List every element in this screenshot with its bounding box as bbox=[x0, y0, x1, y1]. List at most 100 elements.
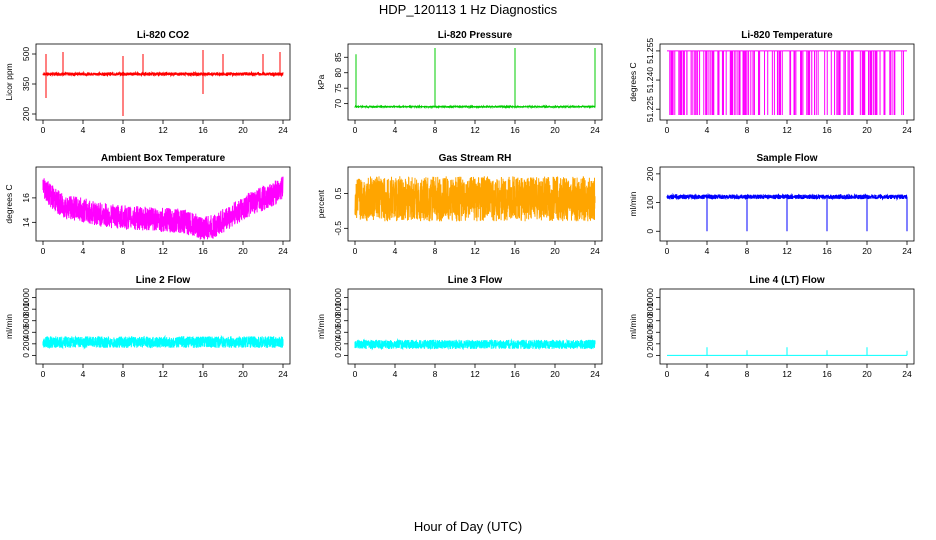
y-tick-label: 51.255 bbox=[645, 38, 655, 64]
y-tick-label: 500 bbox=[21, 47, 31, 61]
x-tick-label: 12 bbox=[782, 246, 792, 256]
x-tick-label: 16 bbox=[198, 125, 208, 135]
y-tick-label: 85 bbox=[333, 52, 343, 62]
y-tick-label: 800 bbox=[21, 302, 31, 316]
x-tick-label: 0 bbox=[353, 246, 358, 256]
y-tick-label: 350 bbox=[21, 77, 31, 91]
panel-title: Sample Flow bbox=[756, 153, 817, 164]
y-axis-label: ml/min bbox=[4, 314, 14, 339]
y-tick-label: 80 bbox=[333, 68, 343, 78]
x-tick-label: 4 bbox=[705, 369, 710, 379]
y-tick-label: 800 bbox=[333, 302, 343, 316]
panel-title: Gas Stream RH bbox=[439, 153, 512, 164]
x-tick-label: 16 bbox=[822, 125, 832, 135]
x-tick-label: 4 bbox=[393, 369, 398, 379]
y-tick-label: 51.225 bbox=[645, 96, 655, 122]
y-tick-label: 200 bbox=[645, 167, 655, 181]
x-tick-label: 12 bbox=[782, 125, 792, 135]
x-tick-label: 16 bbox=[822, 369, 832, 379]
y-tick-label: 100 bbox=[645, 195, 655, 209]
panel-4: Ambient Box Temperature 0 4 8 12 16 20 24 14 16 de… bbox=[4, 153, 291, 256]
x-tick-label: 20 bbox=[862, 125, 872, 135]
x-tick-label: 12 bbox=[158, 246, 168, 256]
x-tick-label: 20 bbox=[550, 125, 560, 135]
y-tick-label: 600 bbox=[645, 313, 655, 327]
y-axis-label: ml/min bbox=[628, 191, 638, 216]
x-tick-label: 0 bbox=[665, 125, 670, 135]
panel-title: Li-820 Pressure bbox=[438, 30, 513, 41]
y-tick-label: 1000 bbox=[333, 288, 343, 307]
y-tick-label: 600 bbox=[333, 313, 343, 327]
y-tick-label: 16 bbox=[21, 193, 31, 203]
x-tick-label: 24 bbox=[278, 369, 288, 379]
x-tick-label: 24 bbox=[590, 369, 600, 379]
x-tick-label: 16 bbox=[198, 369, 208, 379]
x-tick-label: 24 bbox=[278, 246, 288, 256]
x-tick-label: 12 bbox=[158, 125, 168, 135]
x-tick-label: 4 bbox=[81, 125, 86, 135]
y-tick-label: 200 bbox=[21, 107, 31, 121]
x-tick-label: 0 bbox=[41, 369, 46, 379]
y-tick-label: -0.5 bbox=[333, 221, 343, 236]
x-tick-label: 8 bbox=[121, 369, 126, 379]
panel-3: Li-820 Temperature 0 4 8 12 16 20 24 51.225 51.24… bbox=[628, 30, 915, 135]
x-tick-label: 16 bbox=[510, 369, 520, 379]
x-tick-label: 0 bbox=[41, 125, 46, 135]
x-tick-label: 8 bbox=[745, 125, 750, 135]
x-tick-label: 16 bbox=[822, 246, 832, 256]
series-line bbox=[42, 334, 284, 350]
y-tick-label: 200 bbox=[645, 336, 655, 350]
y-axis-label: Licor ppm bbox=[4, 63, 14, 100]
x-tick-label: 16 bbox=[198, 246, 208, 256]
x-tick-label: 0 bbox=[665, 369, 670, 379]
x-tick-label: 24 bbox=[590, 125, 600, 135]
figure-xlabel: Hour of Day (UTC) bbox=[414, 519, 522, 534]
x-tick-label: 8 bbox=[745, 369, 750, 379]
panel-title: Li-820 Temperature bbox=[741, 30, 833, 41]
plot-frame bbox=[347, 43, 603, 121]
y-axis-label: kPa bbox=[316, 74, 326, 89]
y-tick-label: 800 bbox=[645, 302, 655, 316]
x-tick-label: 4 bbox=[81, 369, 86, 379]
x-tick-label: 12 bbox=[782, 369, 792, 379]
x-tick-label: 12 bbox=[470, 246, 480, 256]
x-tick-label: 4 bbox=[81, 246, 86, 256]
x-tick-label: 0 bbox=[41, 246, 46, 256]
series-line bbox=[667, 50, 907, 116]
y-tick-label: 600 bbox=[21, 313, 31, 327]
x-tick-label: 24 bbox=[278, 125, 288, 135]
x-tick-label: 8 bbox=[121, 125, 126, 135]
x-tick-label: 24 bbox=[902, 369, 912, 379]
x-tick-label: 20 bbox=[862, 246, 872, 256]
x-tick-label: 0 bbox=[353, 125, 358, 135]
x-tick-label: 16 bbox=[510, 125, 520, 135]
x-tick-label: 4 bbox=[393, 246, 398, 256]
plot-frame bbox=[347, 288, 603, 365]
panel-9: Line 4 (LT) Flow 0 4 8 12 16 20 24 0 200400600800… bbox=[628, 275, 915, 379]
series-line bbox=[42, 50, 284, 116]
series-line bbox=[354, 176, 596, 222]
x-tick-label: 20 bbox=[238, 246, 248, 256]
series-line bbox=[354, 338, 596, 351]
x-tick-label: 4 bbox=[705, 125, 710, 135]
x-tick-label: 20 bbox=[238, 369, 248, 379]
series-line bbox=[354, 48, 596, 110]
x-tick-label: 20 bbox=[550, 246, 560, 256]
x-tick-label: 12 bbox=[158, 369, 168, 379]
panel-2: Li-820 Pressure 0 4 8 12 16 20 24 70 75 80 85 kPa bbox=[316, 30, 603, 135]
x-tick-label: 4 bbox=[705, 246, 710, 256]
figure-title: HDP_120113 1 Hz Diagnostics bbox=[379, 2, 558, 17]
y-tick-label: 0 bbox=[21, 353, 31, 358]
x-tick-label: 8 bbox=[433, 246, 438, 256]
y-axis-label: ml/min bbox=[316, 314, 326, 339]
plot-frame bbox=[35, 43, 291, 121]
y-tick-label: 200 bbox=[333, 336, 343, 350]
series-line bbox=[667, 347, 908, 356]
x-tick-label: 16 bbox=[510, 246, 520, 256]
y-tick-label: 400 bbox=[645, 325, 655, 339]
panel-6: Sample Flow 0 4 8 12 16 20 24 0 100 200 ml/min bbox=[628, 153, 915, 256]
y-tick-label: 0 bbox=[333, 353, 343, 358]
panel-title: Line 4 (LT) Flow bbox=[749, 275, 825, 286]
